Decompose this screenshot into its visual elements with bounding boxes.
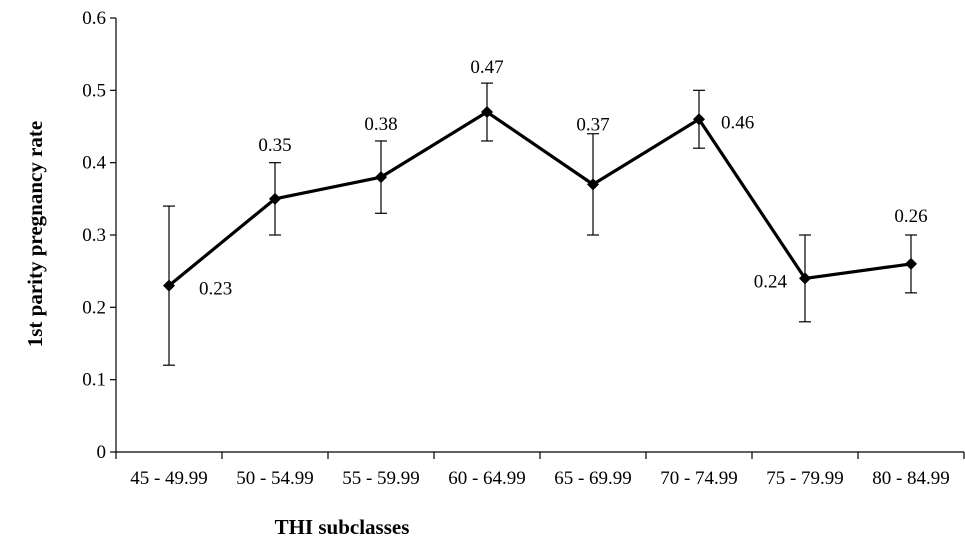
x-axis-title: THI subclasses bbox=[275, 515, 410, 539]
data-label: 0.35 bbox=[258, 135, 291, 156]
y-tick-label: 0.6 bbox=[82, 8, 106, 29]
data-label: 0.47 bbox=[470, 57, 503, 78]
data-point-marker bbox=[269, 192, 281, 205]
error-bars bbox=[163, 82, 917, 366]
data-label: 0.24 bbox=[754, 271, 788, 292]
data-label: 0.46 bbox=[721, 112, 754, 133]
y-tick-label: 0.5 bbox=[82, 80, 106, 101]
x-tick-label: 50 - 54.99 bbox=[236, 468, 314, 489]
labels: 0.23 0.35 0.38 0.47 0.37 0.46 0.24 0.26 bbox=[199, 57, 928, 300]
x-tick-label: 45 - 49.99 bbox=[130, 468, 208, 489]
x-tick-label: 80 - 84.99 bbox=[872, 468, 950, 489]
data-label: 0.23 bbox=[199, 279, 232, 300]
data-label: 0.38 bbox=[364, 114, 397, 135]
y-tick-label: 0 bbox=[97, 442, 107, 463]
x-tick-label: 55 - 59.99 bbox=[342, 468, 420, 489]
data-point-marker bbox=[799, 272, 811, 285]
y-tick-label: 0.3 bbox=[82, 225, 106, 246]
y-tick-label: 0.1 bbox=[82, 370, 106, 391]
data-point-marker bbox=[481, 106, 493, 119]
series-line bbox=[167, 110, 912, 287]
y-axis-title: 1st parity pregnancy rate bbox=[23, 121, 47, 348]
markers bbox=[163, 106, 917, 292]
series-line-group bbox=[167, 110, 912, 287]
y-tick-label: 0.4 bbox=[82, 153, 106, 174]
x-tick-label: 75 - 79.99 bbox=[766, 468, 844, 489]
data-label: 0.37 bbox=[576, 114, 609, 135]
y-tick-label: 0.2 bbox=[82, 297, 106, 318]
x-tick-label: 60 - 64.99 bbox=[448, 468, 526, 489]
data-point-marker bbox=[905, 257, 917, 270]
data-point-marker bbox=[375, 171, 387, 184]
data-label: 0.26 bbox=[894, 206, 927, 227]
x-tick-label: 65 - 69.99 bbox=[554, 468, 632, 489]
data-point-marker bbox=[693, 113, 705, 126]
axes: 0 0.1 0.2 0.3 0.4 0.5 0.6 45 - 49.99 50 - 54.99 5… bbox=[82, 8, 965, 489]
x-tick-label: 70 - 74.99 bbox=[660, 468, 738, 489]
data-point-marker bbox=[163, 279, 175, 292]
data-point-marker bbox=[587, 178, 599, 191]
